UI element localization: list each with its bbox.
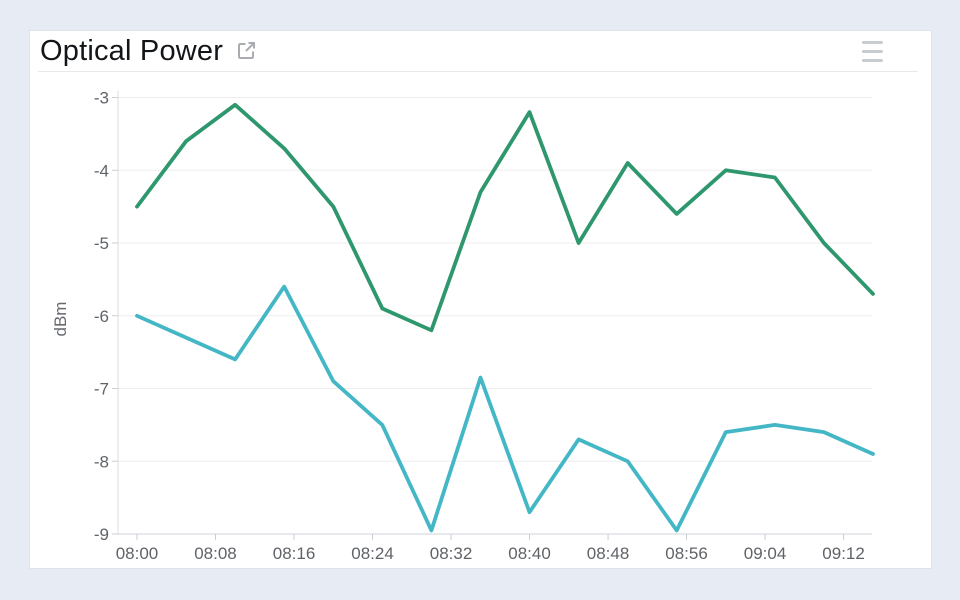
x-tick-label: 09:04 <box>744 544 787 563</box>
line-chart: -3 -4 -5 -6 -7 -8 -9 08:00 08:08 08:16 08:24 08:32 0… <box>30 73 933 570</box>
x-tick-label: 08:08 <box>194 544 237 563</box>
header-divider <box>38 71 918 72</box>
hamburger-menu-icon[interactable] <box>860 39 885 64</box>
x-tick-label: 08:48 <box>587 544 630 563</box>
y-tick-label: -7 <box>94 380 109 399</box>
y-tick-label: -8 <box>94 452 109 471</box>
y-tick-label: -4 <box>94 161 109 180</box>
chart-svg: -3 -4 -5 -6 -7 -8 -9 08:00 08:08 08:16 08:24 08:32 0… <box>51 89 875 563</box>
x-tick-label: 08:40 <box>508 544 551 563</box>
x-tick-label: 08:56 <box>665 544 708 563</box>
open-in-new-icon[interactable] <box>234 39 258 63</box>
series-line-cyan <box>135 284 875 533</box>
x-tick-label: 08:32 <box>430 544 473 563</box>
x-tick-label: 08:00 <box>116 544 159 563</box>
x-tick-label: 08:24 <box>351 544 394 563</box>
x-tick-label: 09:12 <box>822 544 865 563</box>
series-line-green <box>135 102 875 333</box>
y-tick-label: -5 <box>94 234 109 253</box>
chart-title: Optical Power <box>40 35 224 67</box>
y-axis-title: dBm <box>51 302 70 337</box>
x-tick-label: 08:16 <box>273 544 316 563</box>
chart-card: Optical Power -3 -4 -5 -6 -7 -8 -9 08:00 08:08 08… <box>29 30 932 569</box>
y-tick-label: -6 <box>94 307 109 326</box>
chart-card-header: Optical Power <box>30 31 931 71</box>
y-tick-label: -3 <box>94 89 109 108</box>
y-tick-label: -9 <box>94 525 109 544</box>
